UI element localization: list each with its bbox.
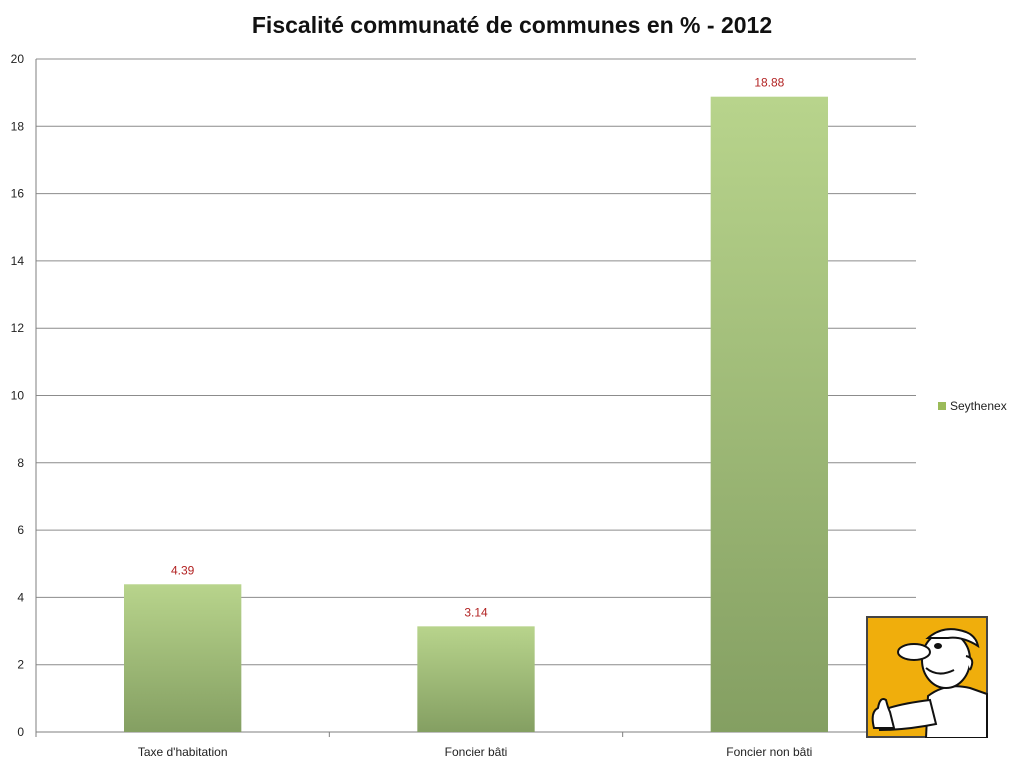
bar-value-label: 18.88 [754, 76, 784, 90]
y-tick-label: 18 [11, 119, 25, 133]
y-tick-label: 16 [11, 187, 25, 201]
y-tick-label: 14 [11, 254, 25, 268]
bar [124, 584, 242, 732]
y-tick-label: 4 [17, 590, 24, 604]
bar [710, 96, 828, 733]
labels: 0 2 4 6 8 10 12 14 16 18 20 4.39 Taxe d'habitation 3.… [11, 52, 813, 759]
y-tick-label: 8 [17, 456, 24, 470]
chart-title: Fiscalité communaté de communes en % - 2… [251, 12, 773, 38]
bar-value-label: 4.39 [171, 563, 195, 577]
thumbs-up-cartoon-man-icon [866, 616, 988, 738]
legend: Seythenex [938, 399, 1007, 413]
y-tick-label: 12 [11, 321, 25, 335]
y-tick-label: 10 [11, 389, 25, 403]
x-tick-label: Taxe d'habitation [138, 745, 228, 759]
y-tick-label: 20 [11, 52, 25, 66]
legend-swatch [938, 402, 946, 410]
y-tick-label: 2 [17, 658, 24, 672]
y-tick-label: 6 [17, 523, 24, 537]
bars [124, 96, 828, 733]
x-tick-label: Foncier non bâti [726, 745, 812, 759]
y-tick-label: 0 [17, 725, 24, 739]
legend-label: Seythenex [950, 399, 1007, 413]
bar [417, 626, 535, 732]
x-tick-label: Foncier bâti [445, 745, 508, 759]
bar-value-label: 3.14 [464, 605, 488, 619]
